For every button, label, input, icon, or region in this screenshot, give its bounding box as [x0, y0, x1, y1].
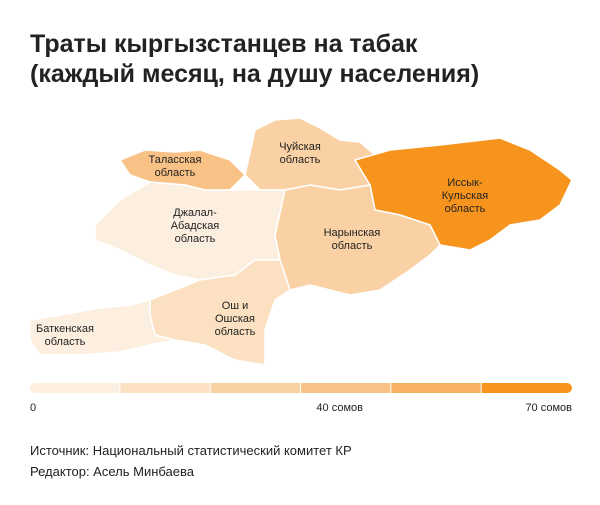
region-label: Нарынская область: [324, 227, 381, 252]
legend-swatch: [391, 383, 481, 393]
legend-swatch: [481, 383, 572, 393]
region: [94, 181, 286, 281]
legend-swatch: [301, 383, 391, 393]
region-label: Чуйская область: [279, 141, 321, 166]
region: [118, 149, 247, 191]
legend-swatch: [210, 383, 300, 393]
region-label: Иссык-Кульская область: [442, 177, 488, 215]
region: [29, 299, 176, 356]
title: Траты кыргызстанцев на табак (каждый меся…: [30, 30, 479, 88]
legend-tick-label: 40 сомов: [316, 402, 363, 414]
source: Источник: Национальный статистический ко…: [30, 443, 352, 458]
legend-swatch: [120, 383, 210, 393]
legend: [30, 383, 572, 393]
legend-tick-label: 0: [30, 402, 36, 414]
editor: Редактор: Асель Минбаева: [30, 464, 195, 479]
legend-tick-label: 70 сомов: [525, 402, 572, 414]
region-label: Ош и Ошская область: [215, 300, 256, 338]
legend-swatch: [30, 383, 120, 393]
region-label: Джалал-Абадская область: [171, 207, 220, 245]
region-label: Баткенская область: [36, 323, 94, 348]
region-label: Таласская область: [148, 154, 201, 179]
